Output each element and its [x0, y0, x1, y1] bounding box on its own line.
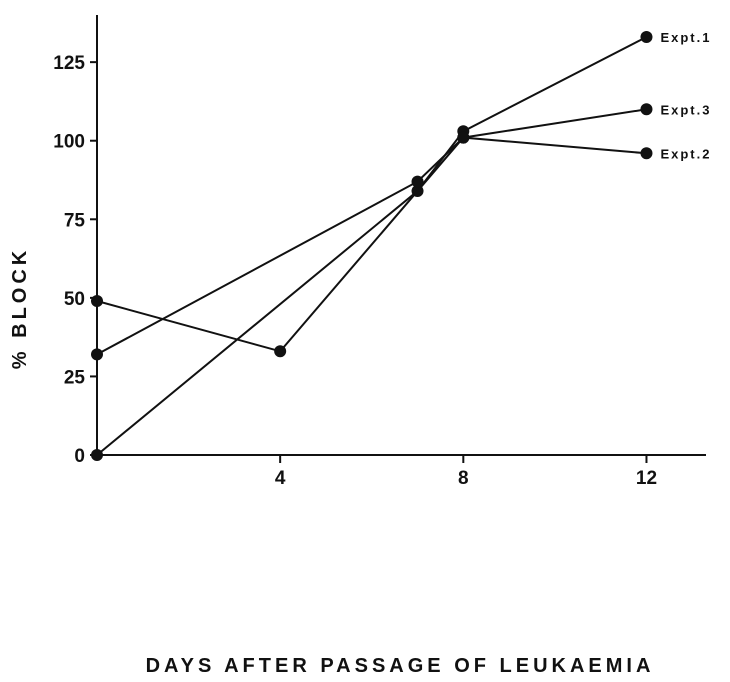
data-point — [640, 147, 653, 160]
axes: 0 25 50 75 100 125 4 8 12 — [53, 15, 706, 489]
data-point — [91, 295, 103, 307]
series-layer: Expt.1 Expt.2 Expt.3 — [91, 30, 711, 461]
series-label: Expt.1 — [660, 30, 711, 45]
x-tick-label: 12 — [636, 468, 657, 489]
data-point — [411, 175, 424, 188]
x-axis-title: DAYS AFTER PASSAGE OF LEUKAEMIA — [146, 655, 655, 677]
series-1: Expt.1 — [91, 30, 711, 461]
data-point — [91, 449, 103, 461]
y-tick-label: 125 — [53, 53, 85, 74]
y-tick-label: 0 — [74, 446, 85, 467]
data-point — [640, 103, 653, 116]
y-tick-label: 25 — [64, 367, 86, 388]
y-tick-label: 75 — [64, 210, 86, 231]
data-point — [91, 348, 103, 361]
x-tick-label: 8 — [458, 468, 469, 489]
data-point — [457, 131, 470, 144]
series-2: Expt.2 — [91, 131, 711, 358]
series-label: Expt.2 — [660, 146, 711, 161]
series-line — [96, 108, 647, 356]
y-tick-label: 50 — [64, 289, 85, 310]
series-3: Expt.3 — [91, 102, 711, 361]
x-tick-label: 4 — [275, 468, 286, 489]
data-point — [274, 345, 287, 358]
data-point — [640, 31, 653, 43]
y-tick-label: 100 — [53, 132, 85, 153]
series-label: Expt.3 — [660, 102, 711, 117]
series-line — [96, 136, 647, 353]
series-line — [96, 36, 647, 456]
y-axis-title: % BLOCK — [9, 247, 31, 369]
